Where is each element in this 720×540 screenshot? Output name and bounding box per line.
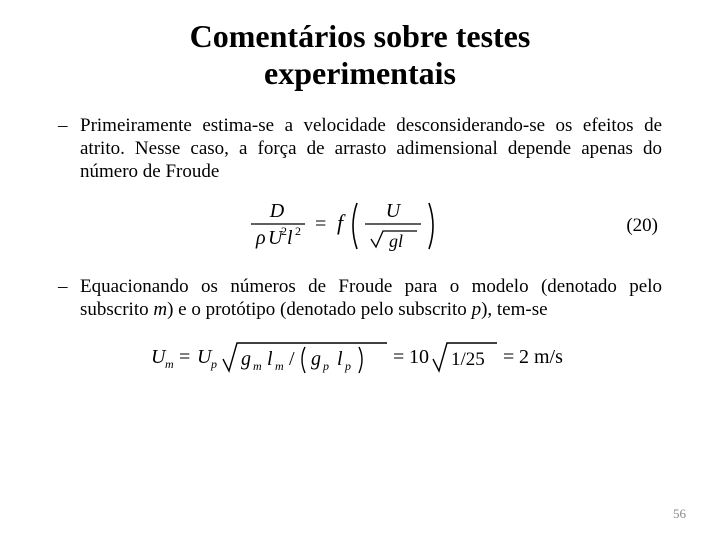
title-line-2: experimentais <box>264 55 456 91</box>
eq2-lparen <box>302 347 305 373</box>
eq2-gm-g: g <box>241 348 251 370</box>
eq1-sqrt-inner: gl <box>389 231 403 251</box>
eq1-rho: ρ <box>255 227 266 249</box>
eq1-arg-num: U <box>386 200 402 222</box>
eq2-Up-sub: p <box>210 357 217 371</box>
eq2-eq3: = <box>503 346 514 368</box>
eq2-gp-sub: p <box>322 359 329 373</box>
eq2-result: 2 m/s <box>519 346 563 368</box>
eq1-l-sup: 2 <box>295 224 301 238</box>
bullet-2: – Equacionando os números de Froude para… <box>58 275 662 321</box>
eq2-lm-sub: m <box>275 359 284 373</box>
bullet-2-text: Equacionando os números de Froude para o… <box>80 275 662 321</box>
equation-2-row: U m = U p g m l m / g p l p = <box>48 335 672 381</box>
eq1-l: l <box>287 227 293 249</box>
equation-1-number: (20) <box>626 215 658 237</box>
slide-title: Comentários sobre testes experimentais <box>48 18 672 92</box>
eq2-gm-sub: m <box>253 359 262 373</box>
eq1-f: f <box>337 210 346 235</box>
equation-2: U m = U p g m l m / g p l p = <box>145 335 575 381</box>
bullet-dash: – <box>58 114 80 184</box>
eq2-lm-l: l <box>267 348 273 370</box>
eq2-rparen <box>359 347 362 373</box>
eq2-sqrt2-inner: 1/25 <box>451 349 485 370</box>
bullet-dash-2: – <box>58 275 80 321</box>
eq2-eq1: = <box>179 346 190 368</box>
eq2-ten: 10 <box>409 346 429 368</box>
eq2-lp-sub: p <box>344 359 351 373</box>
eq1-lhs-num: D <box>269 200 285 222</box>
bullet-1-text: Primeiramente estima-se a velocidade des… <box>80 114 662 184</box>
eq1-rparen <box>429 203 433 249</box>
eq2-lp-l: l <box>337 348 343 370</box>
eq2-eq2: = <box>393 346 404 368</box>
eq1-lparen <box>353 203 357 249</box>
page-number: 56 <box>673 506 686 522</box>
eq2-gp-g: g <box>311 348 321 370</box>
equation-1-row: D ρ U 2 l 2 = f U gl (20) <box>48 197 672 255</box>
eq2-Um-sub: m <box>165 357 174 371</box>
eq1-eq: = <box>315 213 326 235</box>
equation-1: D ρ U 2 l 2 = f U gl <box>245 197 475 255</box>
bullet-1: – Primeiramente estima-se a velocidade d… <box>58 114 662 184</box>
title-line-1: Comentários sobre testes <box>190 18 531 54</box>
eq2-slash: / <box>289 348 295 370</box>
